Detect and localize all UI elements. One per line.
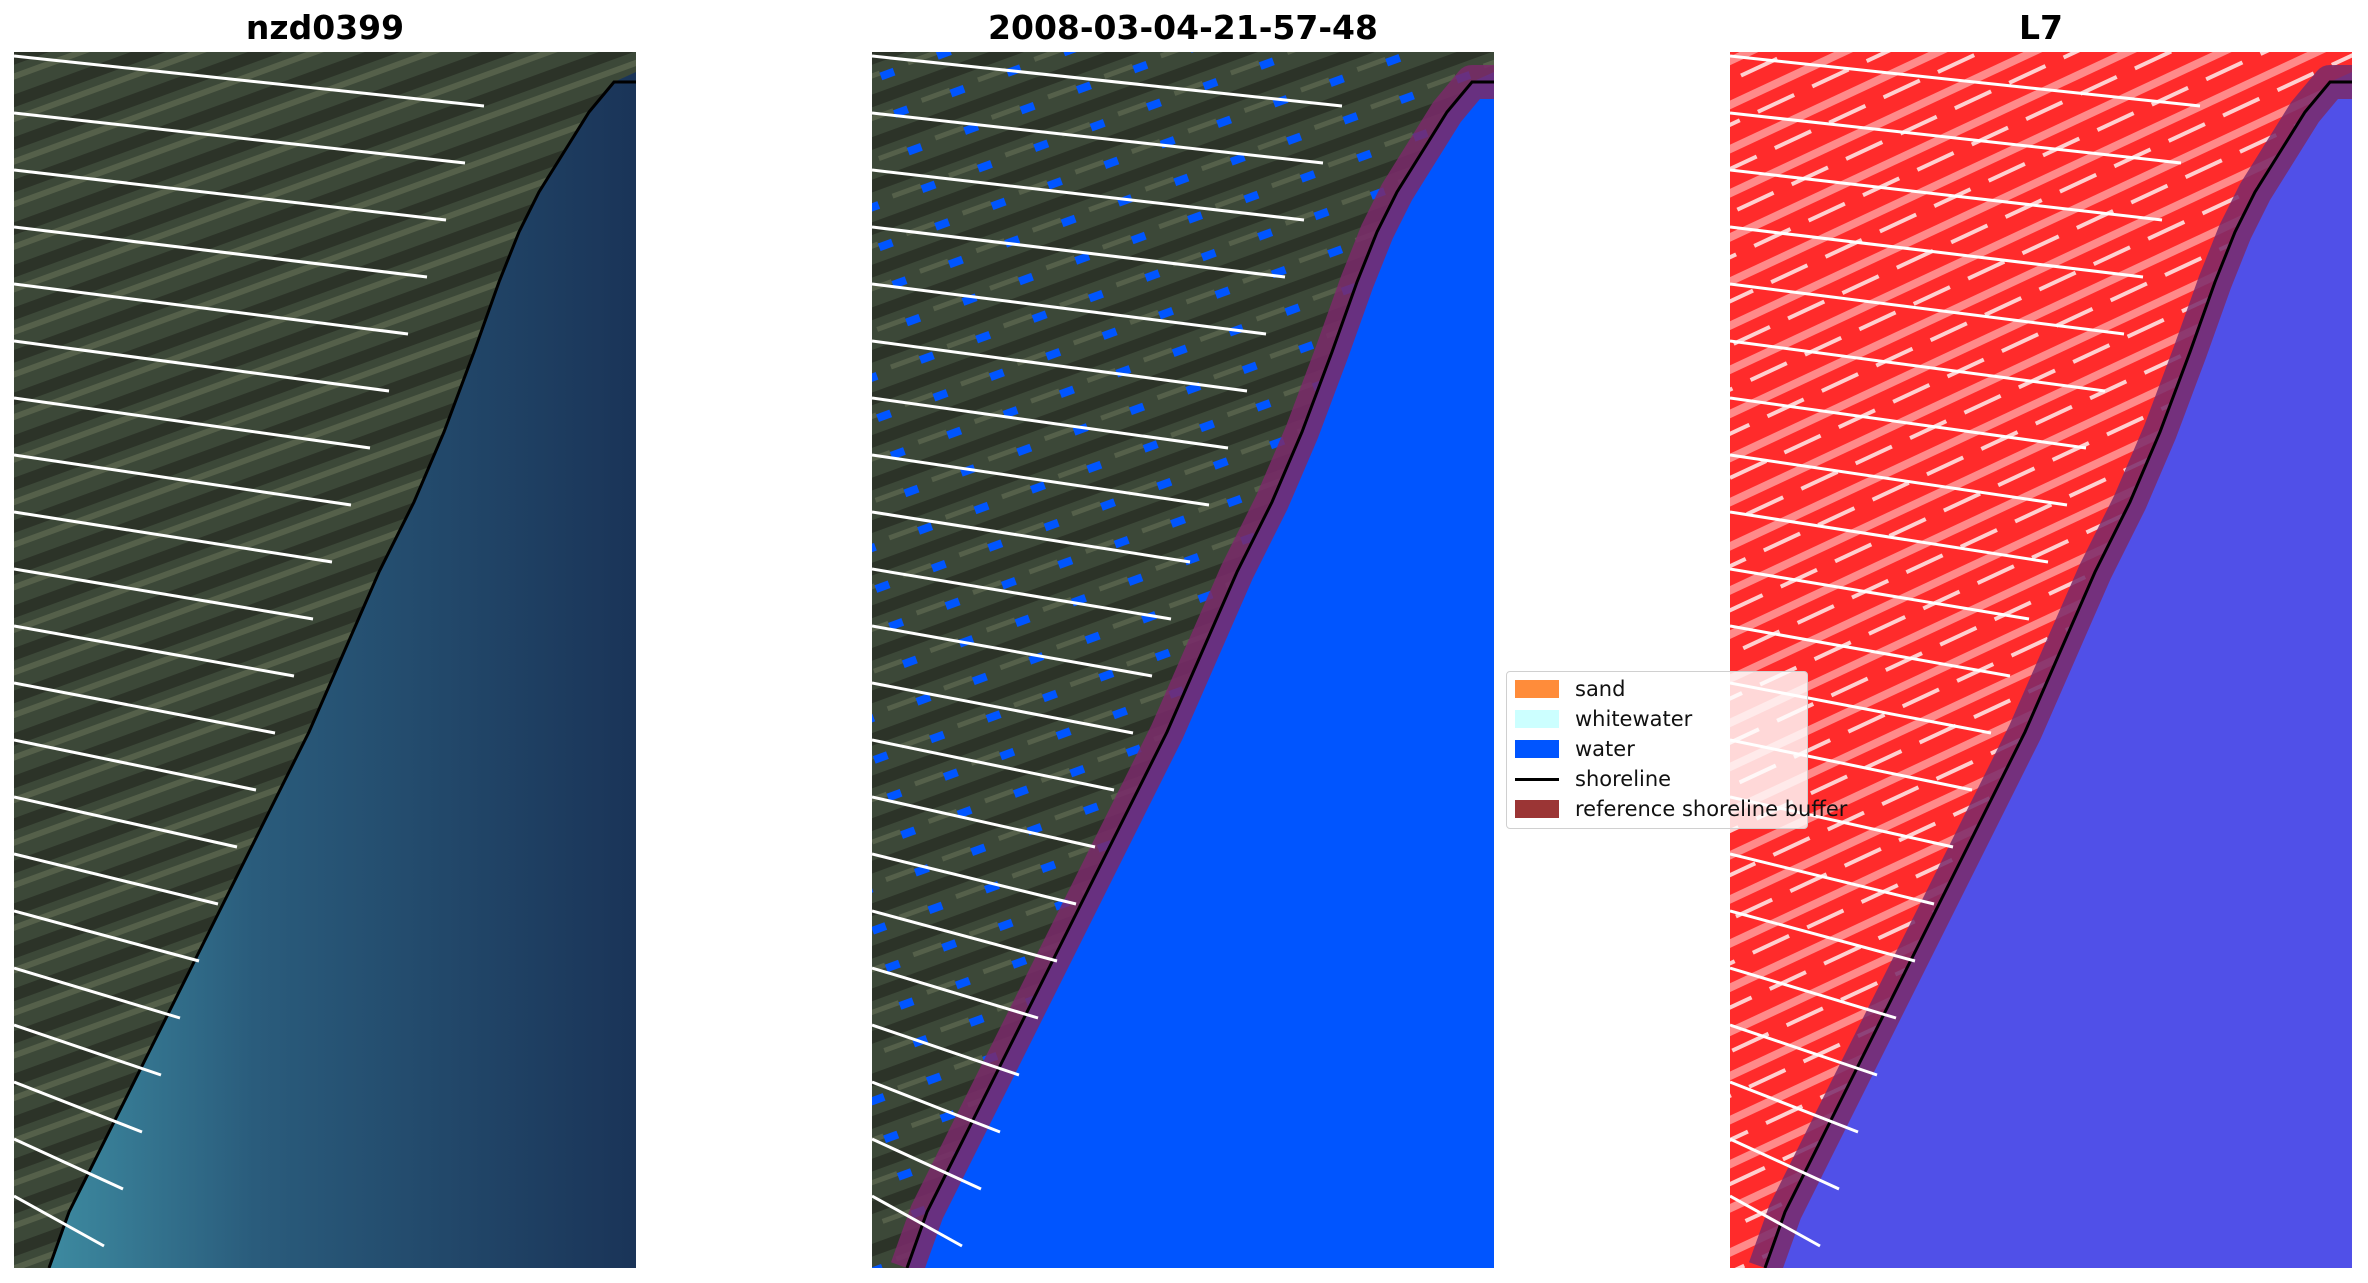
transect-line [1730,282,2125,336]
legend-item-reference-buffer: reference shoreline buffer [1515,796,1847,822]
sea-area [49,72,636,1268]
transect-line [14,1023,162,1077]
transect-line [1730,111,2182,165]
legend-label-sand: sand [1575,677,1626,701]
transect-line [872,1080,1001,1134]
legend-item-water: water [1515,736,1635,762]
transect-line [14,795,238,849]
transect-line [14,111,466,165]
legend-item-sand: sand [1515,676,1625,702]
transect-line [14,966,181,1020]
panel-title-classification: 2008-03-04-21-57-48 [988,8,1378,47]
transect-line [872,681,1134,735]
legend-label-reference-buffer: reference shoreline buffer [1575,797,1848,821]
transect-line [872,567,1172,621]
water-swatch [1515,740,1559,758]
transect-line [1730,567,2030,621]
transect-line [872,852,1077,906]
transect-line [14,909,200,963]
transect-line [1730,1023,1878,1077]
transect-line [872,909,1058,963]
legend-label-water: water [1575,737,1635,761]
transect-line [872,1137,982,1191]
transect-line [14,1194,105,1248]
transect-line [872,339,1248,393]
transect-line [872,738,1115,792]
transect-line [1730,510,2049,564]
transect-line [14,681,276,735]
reference-buffer-swatch [1515,800,1559,818]
rgb-image [14,52,636,1268]
classification-panel [872,52,1494,1268]
panel-title-rgb: nzd0399 [245,8,405,47]
shoreline-rgb [47,80,636,1268]
legend-item-shoreline: shoreline [1515,766,1671,792]
transect-line [1730,168,2163,222]
legend-label-whitewater: whitewater [1575,707,1693,731]
transect-line [872,111,1324,165]
transect-line [14,852,219,906]
transect-line [1730,225,2144,279]
transect-line [872,54,1343,108]
rgb-image-panel [14,52,636,1268]
legend: sand whitewater water shoreline referenc… [1506,671,1847,829]
shoreline-line-swatch [1515,777,1559,781]
transect-line [872,795,1096,849]
transect-line [1730,624,2011,678]
transect-line [1730,396,2087,450]
panel-title-satellite: L7 [2019,8,2063,47]
transect-line [14,738,257,792]
transect-line [14,624,295,678]
transect-line [872,624,1153,678]
transect-line [872,168,1305,222]
shoreline-classified [905,80,1494,1268]
transect-line [14,1080,143,1134]
transect-line [1730,1080,1859,1134]
transect-line [872,966,1039,1020]
transect-line [872,1023,1020,1077]
transect-line [14,567,314,621]
transect-line [1730,852,1935,906]
transect-line [872,453,1210,507]
transect-line [1730,54,2201,108]
transect-line [1730,1194,1821,1248]
transect-line [14,168,447,222]
classified-image [872,52,1494,1268]
transect-line [14,225,428,279]
legend-label-shoreline: shoreline [1575,767,1672,791]
sand-swatch [1515,680,1559,698]
transect-line [872,510,1191,564]
transect-line [14,1137,124,1191]
transect-line [872,225,1286,279]
whitewater-swatch [1515,710,1559,728]
transect-line [872,1194,963,1248]
transect-line [14,339,390,393]
transects-classified [872,54,1343,1248]
transect-line [1730,909,1916,963]
transect-line [872,396,1229,450]
false-colour-image [1730,52,2352,1268]
transect-line [14,54,485,108]
transect-line [14,282,409,336]
transect-line [1730,453,2068,507]
false-colour-panel [1730,52,2352,1268]
transect-line [14,510,333,564]
transect-line [14,396,371,450]
transect-line [14,453,352,507]
shoreline-false [1763,80,2352,1268]
transect-line [1730,339,2106,393]
transect-line [1730,966,1897,1020]
transects-rgb [14,54,485,1248]
transect-line [1730,1137,1840,1191]
transects-false [1730,54,2201,1248]
transect-line [872,282,1267,336]
legend-item-whitewater: whitewater [1515,706,1692,732]
